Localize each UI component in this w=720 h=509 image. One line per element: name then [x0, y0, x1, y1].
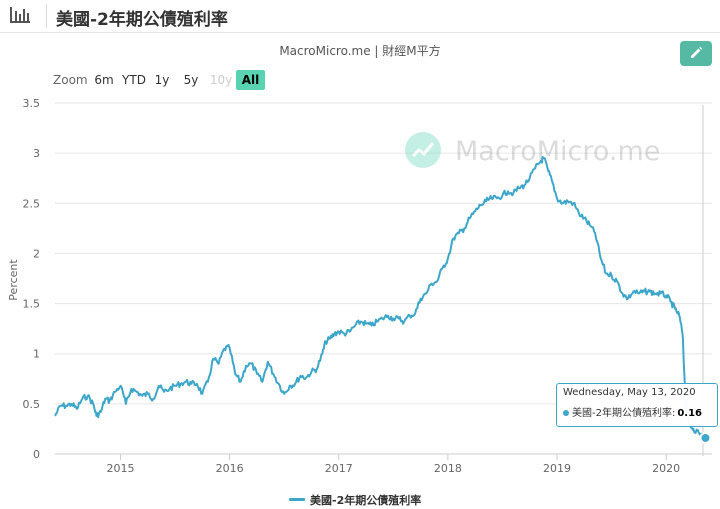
y-tick-label: 0.5 [23, 398, 41, 411]
y-tick-label: 2 [33, 247, 40, 260]
x-tick-label: 2016 [216, 462, 244, 475]
hover-point [699, 431, 712, 444]
series-dot-icon [563, 410, 569, 416]
x-tick-label: 2015 [106, 462, 134, 475]
x-tick-label: 2020 [652, 462, 680, 475]
watermark: MacroMicro.me [405, 132, 660, 168]
y-tick-label: 0 [33, 448, 40, 461]
y-tick-label: 1.5 [23, 298, 41, 311]
source-credit: MacroMicro.me | 財經M平方 [279, 44, 441, 58]
x-tick-label: 2019 [543, 462, 571, 475]
zoom-5y-button[interactable]: 5y [183, 73, 199, 87]
zoom-ytd-button[interactable]: YTD [122, 73, 146, 87]
y-axis: 0 0.5 1 1.5 2 2.5 3 3.5 [23, 97, 41, 461]
legend[interactable]: 美國-2年期公債殖利率 [0, 492, 720, 508]
legend-label: 美國-2年期公債殖利率 [310, 494, 422, 507]
y-tick-label: 3 [33, 147, 40, 160]
zoom-label: Zoom [53, 73, 88, 87]
x-tick-label: 2017 [325, 462, 353, 475]
chart-title: 美國-2年期公債殖利率 [56, 10, 228, 30]
chart-header: 美國-2年期公債殖利率 [0, 0, 720, 33]
tooltip-series-name: 美國-2年期公債殖利率: [572, 408, 676, 419]
watermark-trend-icon [411, 142, 435, 158]
y-tick-label: 3.5 [23, 97, 41, 110]
zoom-10y-button[interactable]: 10y [209, 73, 233, 87]
tooltip-row: 美國-2年期公債殖利率: 0.16 [563, 404, 702, 419]
y-tick-label: 2.5 [23, 197, 41, 210]
watermark-text: MacroMicro.me [455, 136, 660, 167]
zoom-all-button[interactable]: All [236, 70, 265, 90]
edit-button[interactable] [680, 41, 712, 66]
y-tick-label: 1 [33, 348, 40, 361]
legend-swatch [289, 498, 305, 501]
watermark-logo-icon [405, 132, 441, 168]
zoom-6m-button[interactable]: 6m [94, 73, 114, 87]
header-divider [46, 4, 47, 28]
tooltip-value: 0.16 [677, 408, 703, 419]
zoom-1y-button[interactable]: 1y [154, 73, 170, 87]
y-axis-label: Percent [7, 259, 20, 301]
bar-chart-icon[interactable] [10, 7, 30, 23]
data-tooltip: Wednesday, May 13, 2020 美國-2年期公債殖利率: 0.16 [556, 383, 718, 427]
tooltip-date: Wednesday, May 13, 2020 [563, 387, 696, 398]
x-axis: 2015 2016 2017 2018 2019 2020 [106, 454, 680, 475]
x-tick-label: 2018 [434, 462, 462, 475]
series-line-us-2y-yield [54, 155, 707, 439]
pencil-icon [691, 46, 703, 58]
